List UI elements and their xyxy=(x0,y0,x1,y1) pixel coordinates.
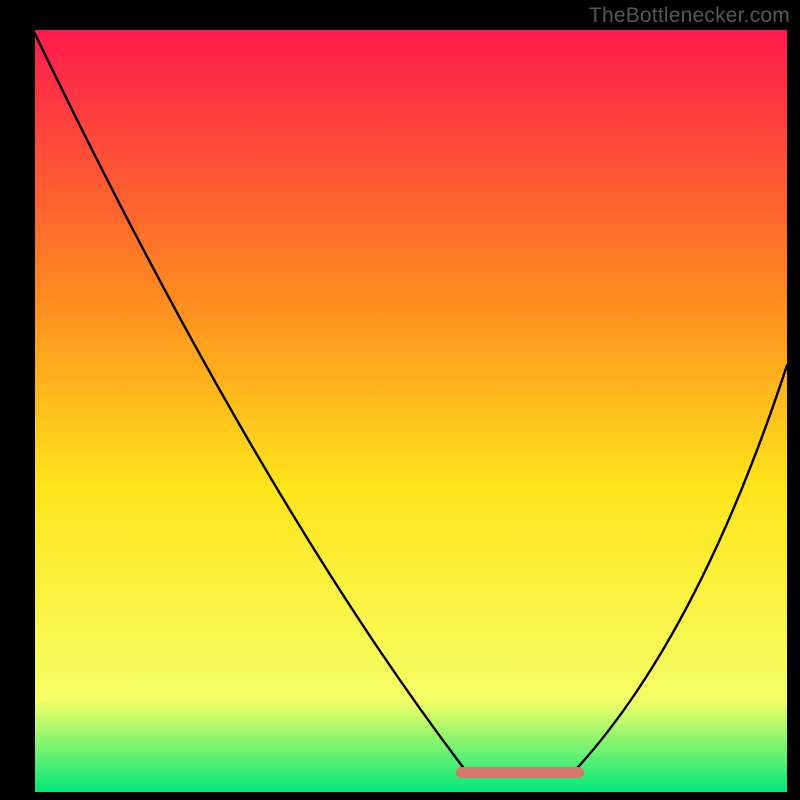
plot-area xyxy=(35,30,787,792)
optimal-range-marker xyxy=(456,767,584,778)
curve-path xyxy=(35,34,787,773)
watermark-label: TheBottlenecker.com xyxy=(589,4,790,28)
chart-container: TheBottlenecker.com xyxy=(0,0,800,800)
bottleneck-curve xyxy=(35,30,787,792)
